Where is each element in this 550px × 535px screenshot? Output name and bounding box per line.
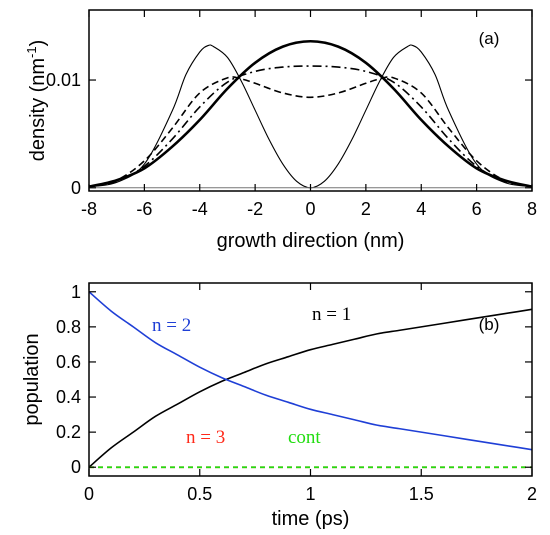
panel-a-ticks: -8 -6 -4 -2 0 2 4 6 8 0 0.01 bbox=[46, 10, 537, 219]
series-dash-dot bbox=[88, 65, 533, 188]
panel-a-label: (a) bbox=[479, 29, 500, 48]
panel-a-frame bbox=[88, 9, 533, 192]
x-tick-label: 2 bbox=[527, 484, 537, 504]
y-tick-label: 0.4 bbox=[56, 387, 81, 407]
y-tick-label: 0 bbox=[71, 178, 81, 198]
y-tick-label: 0.2 bbox=[56, 422, 81, 442]
panel-b-xlabel: time (ps) bbox=[272, 508, 350, 530]
x-tick-label: -6 bbox=[136, 199, 152, 219]
y-tick-label: 0.6 bbox=[56, 352, 81, 372]
x-tick-label: 0 bbox=[84, 484, 94, 504]
panel-b-ticks: 0 0.5 1 1.5 2 0 0.2 0.4 0.6 0.8 1 bbox=[56, 282, 537, 504]
x-tick-label: 0 bbox=[305, 199, 315, 219]
x-tick-label: 0.5 bbox=[187, 484, 212, 504]
x-tick-label: -8 bbox=[81, 199, 97, 219]
panel-b-series bbox=[88, 291, 533, 469]
series-label-n2: n = 2 bbox=[152, 315, 191, 336]
panel-b: 0 0.5 1 1.5 2 0 0.2 0.4 0.6 0.8 1 (b) time (ps) po… bbox=[21, 282, 537, 530]
panel-b-label: (b) bbox=[479, 315, 500, 334]
series-n2 bbox=[88, 291, 533, 451]
x-tick-label: 1 bbox=[305, 484, 315, 504]
panel-a-ylabel: density (nm-1) bbox=[24, 40, 49, 162]
series-thin-solid bbox=[88, 44, 533, 189]
series-thick-solid bbox=[88, 39, 533, 188]
panel-b-ylabel: population bbox=[21, 333, 43, 425]
x-tick-label: -4 bbox=[192, 199, 208, 219]
x-tick-label: 6 bbox=[472, 199, 482, 219]
x-tick-label: 2 bbox=[361, 199, 371, 219]
x-tick-label: 8 bbox=[527, 199, 537, 219]
series-label-n1: n = 1 bbox=[312, 304, 351, 325]
panel-a-ylabel-main: density (nm bbox=[27, 58, 49, 161]
y-tick-label: 0.01 bbox=[46, 70, 81, 90]
x-tick-label: 1.5 bbox=[409, 484, 434, 504]
panel-a: -8 -6 -4 -2 0 2 4 6 8 0 0.01 (a) growth direction … bbox=[24, 9, 537, 252]
panel-a-ylabel-close: ) bbox=[27, 40, 49, 47]
series-label-cont: cont bbox=[288, 427, 321, 448]
series-dashed bbox=[88, 76, 533, 188]
x-tick-label: -2 bbox=[247, 199, 263, 219]
y-tick-label: 0.8 bbox=[56, 317, 81, 337]
series-n1 bbox=[88, 308, 533, 468]
panel-a-ylabel-sup: -1 bbox=[24, 46, 39, 58]
y-tick-label: 0 bbox=[71, 457, 81, 477]
panel-a-xlabel: growth direction (nm) bbox=[217, 230, 405, 252]
series-label-n3: n = 3 bbox=[186, 427, 225, 448]
x-tick-label: 4 bbox=[416, 199, 426, 219]
panel-a-series bbox=[88, 39, 533, 189]
y-tick-label: 1 bbox=[71, 282, 81, 302]
